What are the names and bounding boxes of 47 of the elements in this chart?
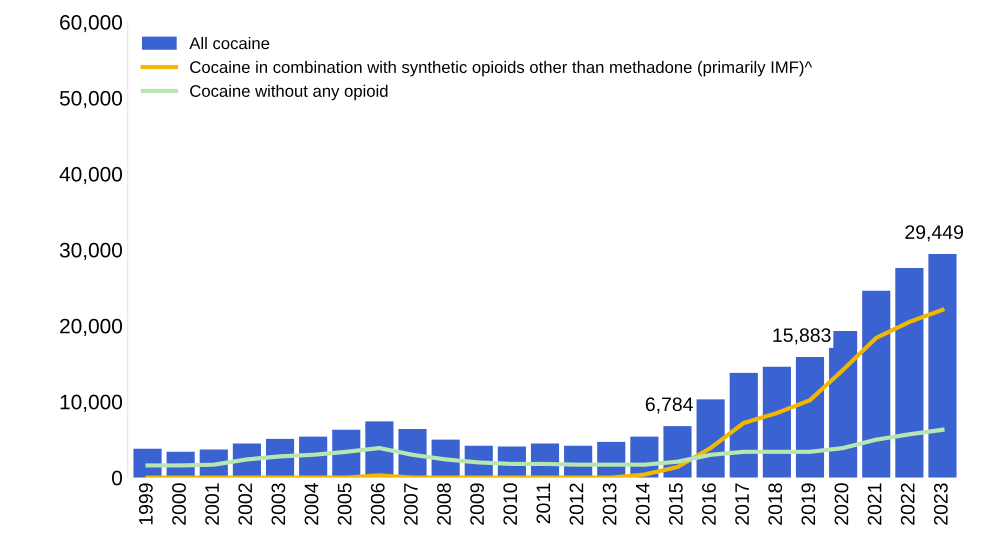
legend-label: All cocaine: [189, 36, 270, 50]
y-tick-label: 20,000: [60, 318, 122, 336]
bar: [829, 331, 858, 478]
x-tick-label: 2018: [768, 483, 782, 525]
x-tick-label: 2009: [470, 483, 484, 525]
bar: [895, 268, 924, 478]
x-tick-label: 2002: [238, 483, 252, 525]
x-tick-label: 2014: [636, 483, 650, 525]
bar: [730, 372, 758, 478]
x-tick-label: 2013: [602, 483, 616, 525]
x-tick-label: 2003: [271, 483, 286, 525]
bar: [762, 366, 791, 478]
data-label: 29,449: [905, 225, 963, 242]
x-tick-label: 2006: [370, 483, 385, 525]
legend-label: Cocaine without any opioid: [190, 84, 388, 100]
legend-label: Cocaine in combination with synthetic opioids other than methadone (primarily IMF)^: [190, 60, 812, 76]
x-tick-label: 2008: [437, 483, 451, 525]
x-tick-label: 2001: [205, 483, 219, 525]
y-tick-label: 40,000: [60, 166, 122, 184]
y-tick-label: 10,000: [60, 394, 122, 412]
x-tick-label: 2017: [735, 483, 749, 525]
y-tick-label: 60,000: [60, 14, 122, 32]
x-tick-label: 2015: [668, 483, 683, 525]
bar: [928, 254, 957, 478]
x-tick-label: 2021: [868, 483, 882, 525]
x-tick-label: 2010: [503, 483, 518, 525]
y-tick-label: 50,000: [60, 90, 122, 108]
bar: [796, 357, 824, 478]
y-tick-label: 0: [112, 470, 122, 486]
y-tick-label: 30,000: [60, 242, 122, 260]
line-series: [145, 428, 945, 468]
x-tick-label: 2016: [702, 483, 716, 525]
x-tick-label: 2022: [900, 483, 915, 525]
x-tick-label: 2007: [404, 483, 418, 525]
x-tick-label: 1999: [138, 483, 153, 524]
data-label: 6,784: [646, 397, 693, 414]
x-tick-label: 2019: [801, 483, 816, 525]
line-series: [145, 308, 945, 478]
x-tick-label: 2004: [304, 483, 318, 525]
bar: [862, 290, 890, 478]
x-tick-label: 2005: [338, 483, 352, 525]
x-tick-label: 2020: [834, 483, 848, 525]
x-tick-label: 2012: [570, 483, 584, 525]
x-tick-label: 2011: [536, 483, 550, 524]
data-label: 15,883: [773, 328, 831, 344]
x-tick-label: 2023: [934, 483, 948, 525]
x-tick-label: 2000: [172, 483, 186, 525]
